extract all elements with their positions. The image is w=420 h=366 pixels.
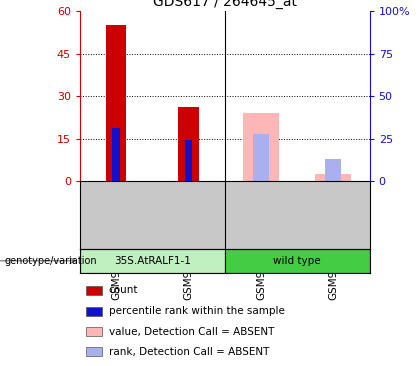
- Bar: [315, 174, 352, 181]
- Text: count: count: [109, 285, 138, 295]
- Bar: [80, 249, 225, 273]
- Text: rank, Detection Call = ABSENT: rank, Detection Call = ABSENT: [109, 347, 269, 357]
- Bar: [86, 307, 102, 316]
- Bar: [253, 134, 269, 181]
- Bar: [106, 25, 126, 181]
- Bar: [326, 159, 341, 181]
- Text: 35S.AtRALF1-1: 35S.AtRALF1-1: [114, 256, 191, 266]
- Bar: [113, 128, 120, 181]
- Bar: [86, 327, 102, 336]
- Text: wild type: wild type: [273, 256, 321, 266]
- Bar: [225, 249, 370, 273]
- Text: percentile rank within the sample: percentile rank within the sample: [109, 306, 285, 316]
- Bar: [185, 140, 192, 181]
- Bar: [86, 347, 102, 356]
- Bar: [86, 286, 102, 295]
- Text: value, Detection Call = ABSENT: value, Detection Call = ABSENT: [109, 326, 274, 337]
- Text: genotype/variation: genotype/variation: [4, 256, 97, 266]
- Bar: [178, 108, 199, 181]
- Bar: [243, 113, 279, 181]
- Title: GDS617 / 264645_at: GDS617 / 264645_at: [153, 0, 297, 8]
